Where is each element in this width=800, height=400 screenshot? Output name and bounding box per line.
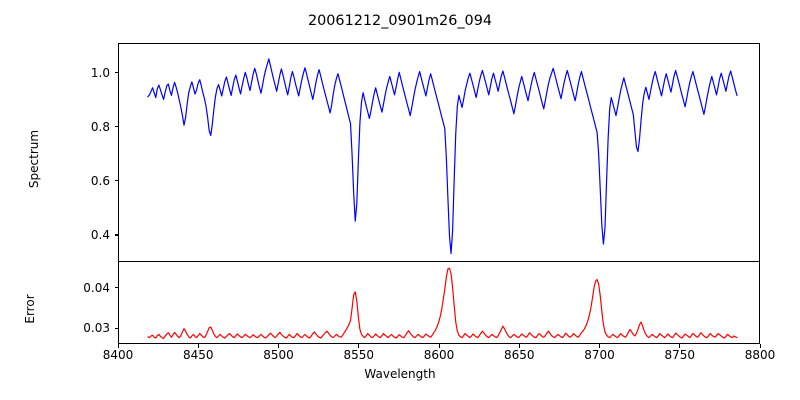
spectrum-data-line <box>147 58 738 255</box>
x-tickmark <box>197 344 199 348</box>
x-ticklabel: 8600 <box>423 348 455 362</box>
spectrum-y-tickmark <box>114 126 118 128</box>
error-y-axis-label: Error <box>23 294 37 324</box>
error-data-line <box>147 267 738 340</box>
spectrum-y-ticklabel: 0.8 <box>90 119 110 134</box>
x-tickmark <box>358 344 360 348</box>
x-tickmark <box>518 344 520 348</box>
x-ticklabel: 8650 <box>503 348 535 362</box>
error-axes <box>118 261 760 344</box>
x-ticklabel: 8450 <box>182 348 214 362</box>
x-tickmark <box>759 344 761 348</box>
spectrum-y-ticklabel: 0.6 <box>90 173 110 188</box>
x-ticklabel: 8500 <box>263 348 294 362</box>
spectrum-y-ticklabel: 1.0 <box>90 65 110 80</box>
spectrum-axes <box>118 43 760 262</box>
spectrum-y-tickmark <box>114 180 118 182</box>
error-y-tickmark <box>114 327 118 330</box>
x-ticklabel: 8800 <box>744 348 776 362</box>
x-tickmark <box>599 344 601 348</box>
x-ticklabel: 8400 <box>102 348 134 362</box>
x-ticklabel: 8750 <box>664 348 696 362</box>
x-axis-label: Wavelength <box>364 367 436 381</box>
figure-title: 20061212_0901m26_094 <box>307 13 493 29</box>
x-tickmark <box>679 344 681 348</box>
x-tickmark <box>117 344 119 348</box>
error-y-ticklabel: 0.03 <box>83 321 110 336</box>
x-ticklabel: 8700 <box>584 348 615 362</box>
error-y-ticklabel: 0.04 <box>83 280 110 295</box>
x-tickmark <box>278 344 280 348</box>
error-y-tickmark <box>114 287 118 289</box>
spectrum-y-axis-label: Spectrum <box>27 129 41 189</box>
spectrum-y-tickmark <box>114 234 118 236</box>
spectrum-y-ticklabel: 0.4 <box>90 227 110 242</box>
spectrum-plot-area <box>147 58 738 255</box>
x-tickmark <box>438 344 440 348</box>
error-plot-area <box>147 267 738 340</box>
x-ticklabel: 8550 <box>343 348 375 362</box>
spectrum-y-tickmark <box>114 72 118 74</box>
